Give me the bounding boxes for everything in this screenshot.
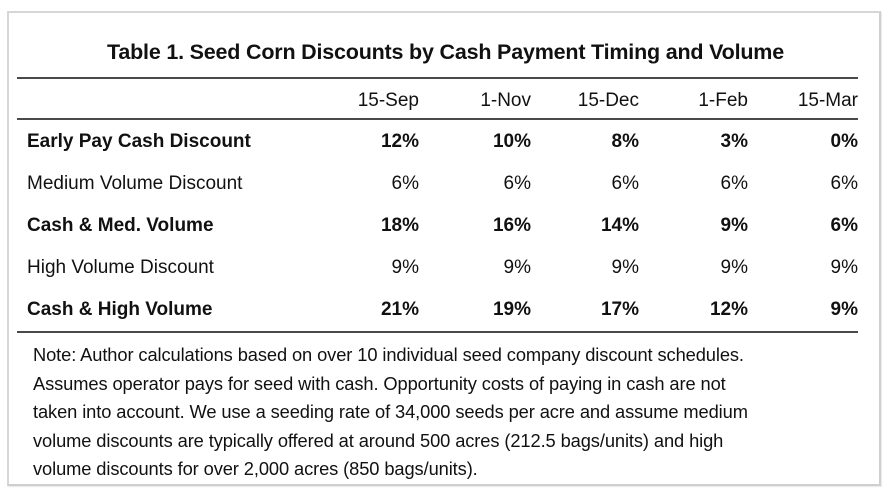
table-cell: 6% xyxy=(391,173,419,194)
note-line: Note: Author calculations based on over … xyxy=(33,344,744,365)
note-line: taken into account. We use a seeding rat… xyxy=(33,401,748,422)
table-cell: 21% xyxy=(380,299,419,320)
table-cell: 16% xyxy=(492,215,531,236)
table-cell: 9% xyxy=(611,257,639,278)
table-cell: 3% xyxy=(720,131,748,152)
table-cell: 18% xyxy=(380,215,419,236)
table-cell: 9% xyxy=(720,257,748,278)
table-row: Cash & Med. Volume 18% 16% 14% 9% 6% xyxy=(17,211,858,241)
header-rule xyxy=(17,118,858,120)
table-cell: 12% xyxy=(709,299,748,320)
row-label: High Volume Discount xyxy=(27,257,214,278)
header-row: 15-Sep 1-Nov 15-Dec 1-Feb 15-Mar xyxy=(17,86,858,116)
table-note: Note: Author calculations based on over … xyxy=(33,341,863,484)
table-row: Medium Volume Discount 6% 6% 6% 6% 6% xyxy=(17,169,858,199)
table-cell: 6% xyxy=(830,173,858,194)
column-header: 1-Nov xyxy=(480,90,531,111)
note-line: volume discounts for over 2,000 acres (8… xyxy=(33,458,478,479)
table-cell: 19% xyxy=(492,299,531,320)
table-cell: 9% xyxy=(391,257,419,278)
column-header: 15-Dec xyxy=(577,90,639,111)
table-cell: 6% xyxy=(720,173,748,194)
table-row: High Volume Discount 9% 9% 9% 9% 9% xyxy=(17,253,858,283)
table-cell: 8% xyxy=(611,131,639,152)
table-cell: 9% xyxy=(503,257,531,278)
table-cell: 9% xyxy=(720,215,748,236)
table-cell: 17% xyxy=(600,299,639,320)
table-cell: 6% xyxy=(830,215,858,236)
column-header: 1-Feb xyxy=(698,90,748,111)
row-label: Cash & High Volume xyxy=(27,299,213,320)
top-rule xyxy=(17,77,858,79)
bottom-rule xyxy=(17,331,858,333)
row-label: Medium Volume Discount xyxy=(27,173,243,194)
row-label: Cash & Med. Volume xyxy=(27,215,214,236)
column-header: 15-Sep xyxy=(357,90,419,111)
table-row: Cash & High Volume 21% 19% 17% 12% 9% xyxy=(17,295,858,325)
table-cell: 6% xyxy=(611,173,639,194)
row-label: Early Pay Cash Discount xyxy=(27,131,251,152)
table-title: Table 1. Seed Corn Discounts by Cash Pay… xyxy=(107,40,784,64)
table-cell: 6% xyxy=(503,173,531,194)
table-cell: 10% xyxy=(492,131,531,152)
table-cell: 9% xyxy=(830,299,858,320)
table-cell: 0% xyxy=(830,131,858,152)
table-cell: 9% xyxy=(830,257,858,278)
note-line: Assumes operator pays for seed with cash… xyxy=(33,372,726,394)
table-cell: 14% xyxy=(600,215,639,236)
table-cell: 12% xyxy=(380,131,419,152)
column-header: 15-Mar xyxy=(797,90,858,111)
table-frame xyxy=(7,11,881,486)
table-row: Early Pay Cash Discount 12% 10% 8% 3% 0% xyxy=(17,127,858,157)
note-line: volume discounts are typically offered a… xyxy=(33,429,724,451)
